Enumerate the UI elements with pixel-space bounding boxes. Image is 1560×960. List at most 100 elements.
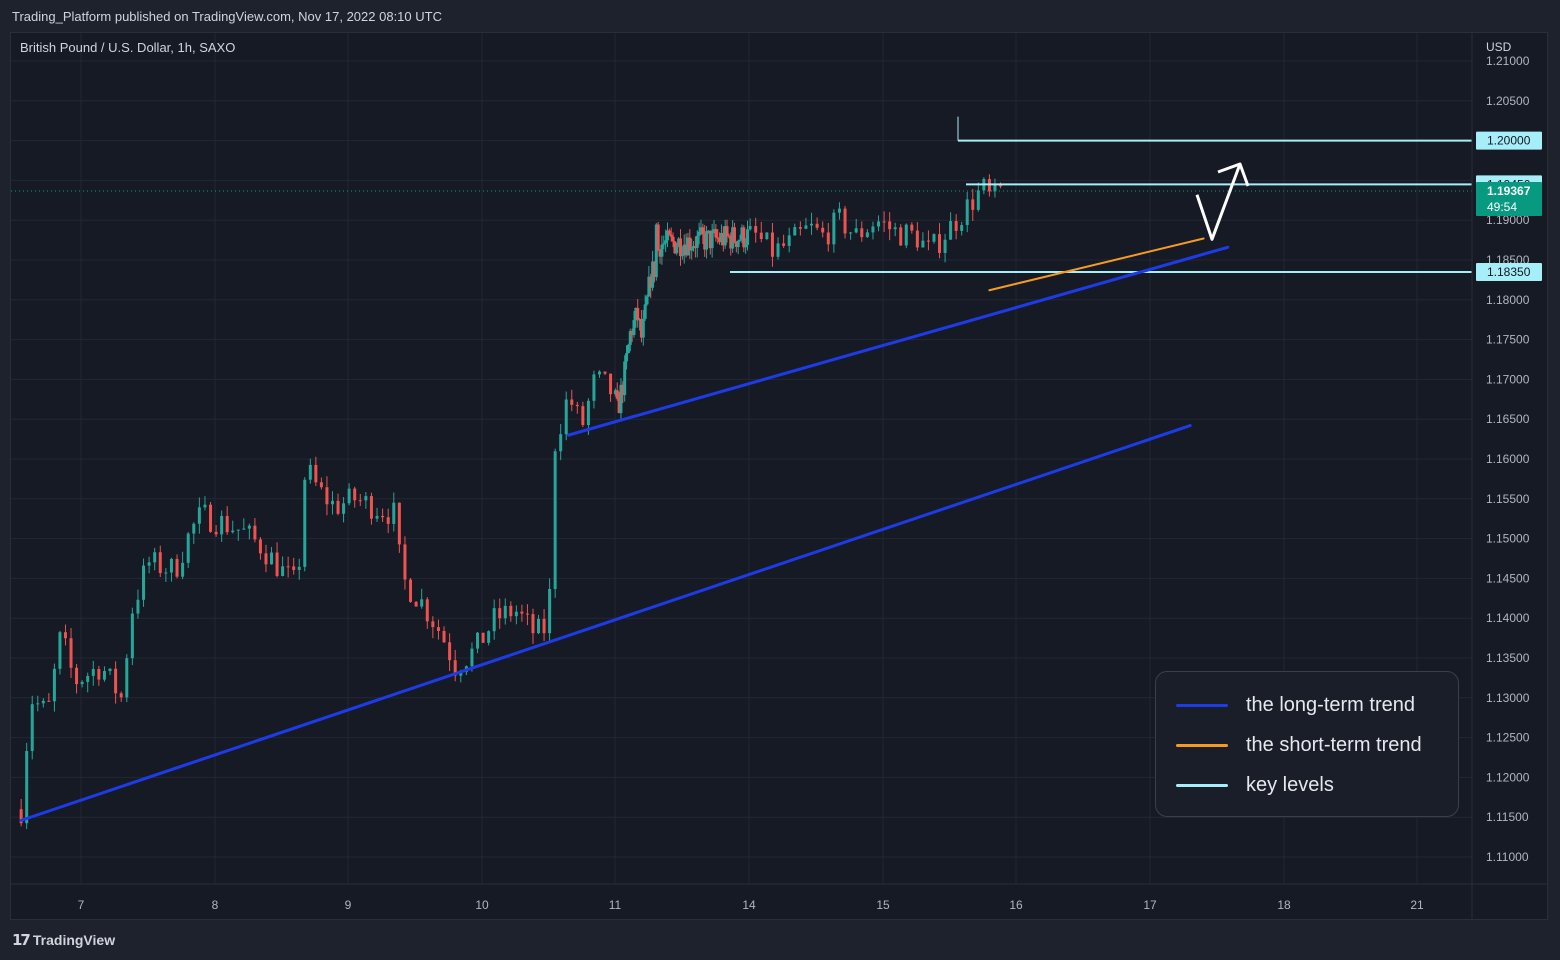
candle-body [665, 230, 669, 241]
candle-body [476, 632, 480, 649]
candle-body [403, 544, 407, 580]
chart-title: British Pound / U.S. Dollar, 1h, SAXO [20, 40, 235, 55]
candle-body [671, 236, 675, 242]
x-tick-label: 15 [876, 898, 890, 912]
y-tick-label: 1.11500 [1486, 810, 1529, 824]
candle-body [509, 605, 513, 617]
trendline-short-term [988, 237, 1205, 292]
candle-body [703, 234, 707, 250]
candle-body [242, 528, 246, 530]
x-tick-label: 18 [1277, 898, 1291, 912]
candle-body [175, 558, 179, 577]
candle-body [586, 400, 590, 426]
candle-body [949, 221, 953, 240]
candle-body [877, 221, 881, 227]
candle-body [938, 234, 942, 253]
candle-body [710, 230, 714, 249]
candle-body [369, 496, 373, 519]
candle-body [960, 225, 964, 231]
candle-body [787, 235, 791, 246]
candle-body [675, 246, 679, 254]
candle-body [308, 464, 312, 480]
candle-body [826, 232, 830, 245]
candle-body [976, 190, 980, 210]
candle-body [746, 229, 750, 245]
candle-body [695, 235, 699, 248]
candle-body [236, 529, 240, 531]
candle-body [736, 240, 740, 248]
candle-body [641, 318, 645, 338]
candle-body [442, 630, 446, 643]
candle-body [727, 235, 731, 237]
candle-body [636, 307, 640, 321]
candle-body [625, 353, 629, 362]
candle-body [314, 464, 318, 483]
candle-body [41, 700, 45, 704]
candle-body [186, 533, 190, 563]
legend-item-long-term: the long-term trend [1176, 693, 1415, 717]
x-tick-label: 9 [345, 898, 352, 912]
candle-body [319, 482, 323, 488]
candle-body [264, 553, 268, 565]
candle-body [91, 669, 95, 676]
candle-body [971, 199, 975, 210]
candle-body [169, 558, 173, 573]
candle-body [744, 244, 748, 248]
candle-body [136, 599, 140, 614]
legend-swatch-long-term [1176, 703, 1228, 707]
candle-body [729, 236, 733, 249]
legend-label-short-term: the short-term trend [1246, 733, 1422, 756]
candle-body [708, 230, 712, 249]
candle-body [651, 261, 655, 288]
x-tick-label: 7 [78, 898, 85, 912]
candle-body [225, 515, 229, 533]
candle-body [147, 562, 151, 566]
candle-body [613, 390, 617, 395]
candle-body [375, 515, 379, 519]
candle-body [732, 227, 736, 242]
candle-body [364, 496, 368, 501]
candle-body [503, 605, 507, 619]
candle-body [247, 525, 251, 529]
publish-info: Trading_Platform published on TradingVie… [12, 9, 442, 24]
candle-body [286, 566, 290, 568]
candle-body [688, 237, 692, 251]
candle-body [553, 451, 557, 590]
candle-body [47, 700, 51, 702]
candle-body [164, 572, 168, 574]
candle-body [209, 504, 213, 532]
candle-body [684, 244, 688, 256]
last-price-badge-bg [1476, 181, 1542, 216]
candle-body [459, 672, 463, 676]
candle-body [537, 618, 541, 634]
candle-body [638, 319, 642, 321]
candle-body [609, 373, 613, 395]
candle-body [623, 361, 627, 396]
y-tick-label: 1.17500 [1486, 333, 1530, 347]
candle-body [643, 304, 647, 319]
top-bar: Trading_Platform published on TradingVie… [0, 0, 1560, 32]
candle-body [664, 240, 668, 244]
candle-body [197, 507, 201, 524]
tradingview-brand[interactable]: 17 TradingView [12, 931, 115, 949]
candle-body [119, 693, 123, 698]
x-tick-label: 11 [609, 898, 622, 912]
tradingview-logo-icon: 17 [12, 931, 31, 949]
candle-body [214, 531, 218, 535]
candle-body [621, 384, 625, 396]
candle-body [860, 228, 864, 238]
candle-body [954, 221, 958, 231]
x-tick-label: 10 [475, 898, 489, 912]
candle-body [617, 398, 621, 414]
candle-body [654, 224, 658, 278]
candle-body [738, 239, 742, 241]
candle-body [725, 226, 729, 236]
candle-body [893, 227, 897, 230]
legend-label-long-term: the long-term trend [1246, 693, 1415, 716]
candle-body [25, 750, 29, 824]
candle-body [692, 246, 696, 249]
candle-body [649, 276, 653, 288]
candle-body [386, 517, 390, 524]
trendline-long-term [566, 245, 1230, 437]
